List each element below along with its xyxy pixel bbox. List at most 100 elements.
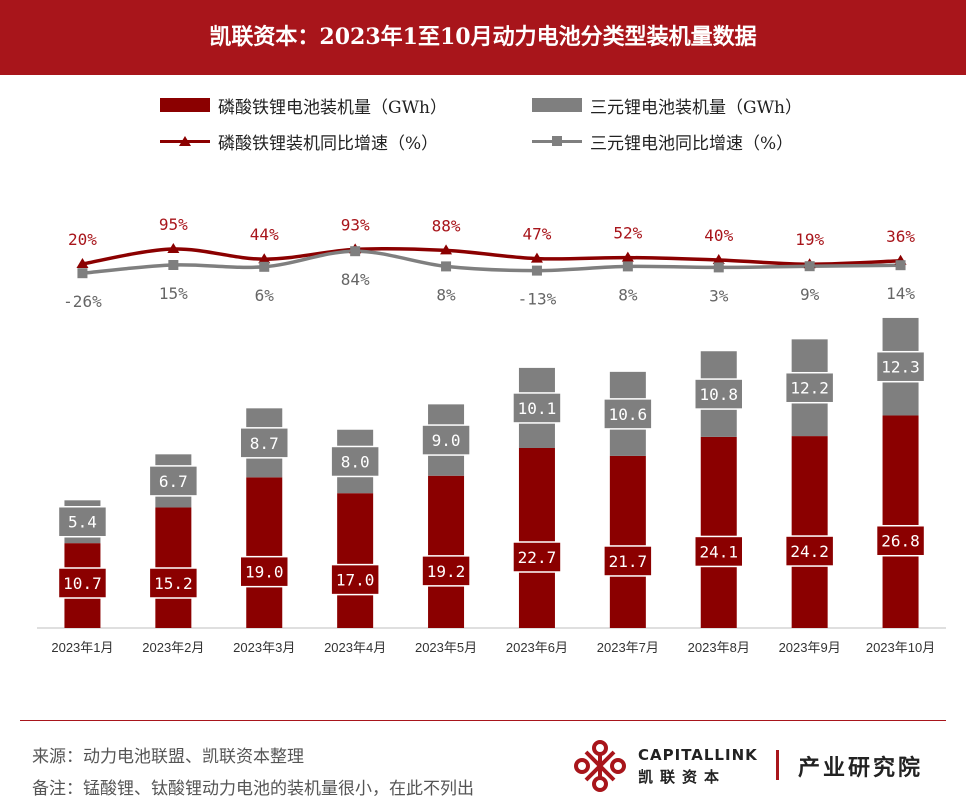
bar-lfp bbox=[609, 455, 646, 628]
source-note: 来源：动力电池联盟、凯联资本整理 bbox=[32, 747, 304, 767]
data-label-lfp: 21.7 bbox=[609, 552, 648, 571]
marker-ncm bbox=[531, 265, 542, 276]
data-label-box-ncm bbox=[694, 378, 744, 410]
line-label-ncm: 15% bbox=[159, 284, 188, 303]
data-label-box-lfp bbox=[239, 555, 289, 588]
legend-item-lfp-line: 磷酸铁锂装机同比增速（%） bbox=[160, 128, 438, 154]
footer-divider bbox=[20, 720, 946, 721]
line-label-ncm: -13% bbox=[518, 290, 557, 309]
data-label-ncm: 10.1 bbox=[518, 399, 557, 418]
marker-ncm bbox=[713, 262, 724, 273]
bar-lfp bbox=[882, 415, 919, 628]
line-label-ncm: 9% bbox=[800, 285, 820, 304]
legend-item-ncm-line: 三元锂电池同比增速（%） bbox=[532, 128, 793, 154]
marker-ncm bbox=[168, 260, 179, 270]
legend-swatch-ncm-line bbox=[532, 134, 582, 148]
brand-separator bbox=[776, 750, 779, 780]
marker-ncm bbox=[804, 261, 815, 272]
marker-lfp bbox=[621, 251, 634, 262]
x-tick-label: 2023年1月 bbox=[51, 640, 113, 655]
data-label-box-ncm bbox=[421, 424, 471, 456]
data-label-box-ncm bbox=[875, 350, 926, 383]
line-label-lfp: 44% bbox=[250, 225, 279, 244]
x-tick-label: 2023年10月 bbox=[866, 640, 935, 655]
bar-lfp bbox=[428, 475, 465, 628]
data-label-box-ncm bbox=[57, 505, 108, 538]
line-label-ncm: 84% bbox=[341, 270, 370, 289]
chart-title: 凯联资本：2023年1至10月动力电池分类型装机量数据 bbox=[209, 24, 757, 50]
data-label-lfp: 24.2 bbox=[790, 542, 829, 561]
bar-lfp bbox=[246, 477, 283, 628]
data-label-lfp: 26.8 bbox=[881, 532, 920, 551]
line-label-lfp: 93% bbox=[341, 215, 370, 234]
data-label-box-lfp bbox=[330, 563, 380, 596]
marker-ncm bbox=[622, 261, 633, 272]
data-label-ncm: 12.3 bbox=[881, 358, 920, 377]
data-label-box-ncm bbox=[148, 465, 199, 497]
bar-lfp bbox=[337, 493, 374, 628]
x-tick-label: 2023年9月 bbox=[779, 640, 841, 655]
data-label-ncm: 10.8 bbox=[699, 385, 738, 404]
legend-swatch-ncm-bar bbox=[532, 98, 582, 112]
legend-label-ncm-bar: 三元锂电池装机量（GWh） bbox=[590, 97, 803, 118]
data-label-ncm: 5.4 bbox=[68, 513, 97, 532]
data-label-box-ncm bbox=[239, 427, 289, 459]
marker-ncm bbox=[77, 268, 88, 279]
line-label-ncm: 14% bbox=[886, 284, 915, 303]
line-label-ncm: 8% bbox=[618, 285, 638, 304]
x-tick-label: 2023年7月 bbox=[597, 640, 659, 655]
data-label-lfp: 22.7 bbox=[518, 548, 557, 567]
line-label-lfp: 52% bbox=[613, 224, 642, 243]
capitallink-logo-icon bbox=[574, 740, 626, 792]
x-tick-label: 2023年6月 bbox=[506, 640, 568, 655]
data-label-ncm: 8.7 bbox=[250, 434, 279, 453]
legend-swatch-lfp-line bbox=[160, 134, 210, 148]
remark-note: 备注：锰酸锂、钛酸锂动力电池的装机量很小，在此不列出 bbox=[32, 779, 474, 799]
legend-swatch-lfp-bar bbox=[160, 98, 210, 112]
line-label-lfp: 40% bbox=[704, 226, 733, 245]
data-label-lfp: 19.0 bbox=[245, 563, 284, 582]
brand-block: CAPITALLINK 凯联资本 产业研究院 bbox=[572, 734, 952, 804]
line-label-ncm: -26% bbox=[63, 292, 102, 311]
data-label-box-lfp bbox=[148, 567, 199, 599]
data-label-ncm: 6.7 bbox=[159, 472, 188, 491]
data-label-box-lfp bbox=[603, 545, 653, 577]
bar-lfp bbox=[518, 447, 555, 628]
line-label-lfp: 95% bbox=[159, 215, 188, 234]
x-tick-label: 2023年2月 bbox=[142, 640, 204, 655]
line-lfp-growth bbox=[82, 246, 901, 266]
line-label-lfp: 20% bbox=[68, 230, 97, 249]
data-label-lfp: 24.1 bbox=[699, 542, 738, 561]
header-banner: 凯联资本：2023年1至10月动力电池分类型装机量数据 bbox=[0, 0, 966, 75]
brand-chinese: 凯联资本 bbox=[638, 768, 727, 786]
data-label-box-lfp bbox=[694, 535, 744, 568]
data-label-lfp: 17.0 bbox=[336, 571, 375, 590]
data-label-box-ncm bbox=[512, 392, 562, 424]
x-tick-label: 2023年3月 bbox=[233, 640, 295, 655]
brand-english: CAPITALLINK bbox=[638, 746, 758, 764]
legend: 磷酸铁锂电池装机量（GWh） 三元锂电池装机量（GWh） 磷酸铁锂装机同比增速（… bbox=[0, 88, 966, 168]
bar-lfp bbox=[791, 436, 828, 628]
line-label-lfp: 47% bbox=[522, 225, 551, 244]
marker-lfp bbox=[530, 252, 543, 263]
data-label-box-lfp bbox=[875, 524, 926, 557]
data-label-ncm: 8.0 bbox=[341, 452, 370, 471]
data-label-lfp: 19.2 bbox=[427, 562, 466, 581]
x-tick-label: 2023年4月 bbox=[324, 640, 386, 655]
data-label-box-ncm bbox=[784, 371, 835, 404]
line-label-lfp: 88% bbox=[432, 216, 461, 235]
line-label-ncm: 3% bbox=[709, 286, 729, 305]
data-label-box-lfp bbox=[512, 541, 562, 573]
stacked-bar-line-chart: 10.7 5.4 2023年1月 15.2 6.7 2023年2月 19.0 8.7 2023年… bbox=[37, 215, 946, 655]
data-label-box-lfp bbox=[57, 567, 108, 599]
data-label-lfp: 10.7 bbox=[63, 574, 102, 593]
marker-ncm bbox=[895, 260, 906, 271]
data-label-lfp: 15.2 bbox=[154, 574, 193, 593]
data-label-ncm: 12.2 bbox=[790, 379, 829, 398]
x-tick-label: 2023年5月 bbox=[415, 640, 477, 655]
marker-ncm bbox=[441, 261, 452, 272]
marker-lfp bbox=[167, 243, 180, 253]
line-label-lfp: 19% bbox=[795, 230, 824, 249]
line-label-lfp: 36% bbox=[886, 227, 915, 246]
legend-item-lfp-bar: 磷酸铁锂电池装机量（GWh） bbox=[160, 92, 447, 118]
